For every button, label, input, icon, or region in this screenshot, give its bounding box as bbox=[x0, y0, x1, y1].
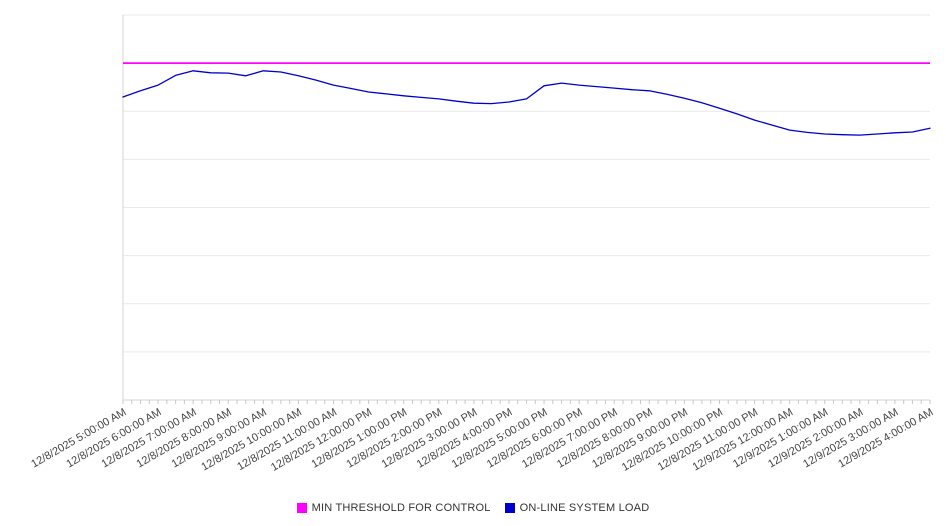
load-swatch-icon bbox=[504, 503, 515, 513]
legend-label-system-load: ON-LINE SYSTEM LOAD bbox=[519, 502, 650, 514]
chart-legend: MIN THRESHOLD FOR CONTROL ON-LINE SYSTEM… bbox=[0, 494, 946, 522]
threshold-swatch-icon bbox=[296, 503, 307, 513]
legend-item-system-load[interactable]: ON-LINE SYSTEM LOAD bbox=[504, 502, 650, 514]
legend-item-min-threshold[interactable]: MIN THRESHOLD FOR CONTROL bbox=[296, 502, 491, 514]
legend-label-min-threshold: MIN THRESHOLD FOR CONTROL bbox=[311, 502, 491, 514]
